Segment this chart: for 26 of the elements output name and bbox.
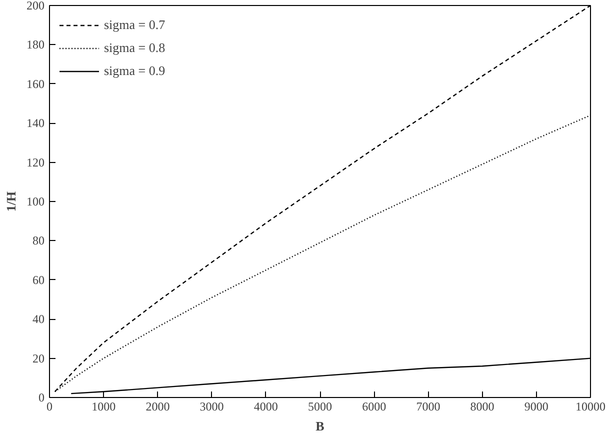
y-tick-label: 100 — [26, 194, 44, 208]
y-tick-label: 80 — [32, 234, 44, 248]
x-tick-label: 5000 — [308, 400, 332, 414]
x-axis-title: B — [316, 418, 325, 434]
y-tick-label: 200 — [26, 0, 44, 12]
y-tick-label: 20 — [32, 351, 44, 366]
x-tick-label: 9000 — [524, 400, 548, 414]
y-axis-title: 1/H — [4, 191, 18, 212]
y-tick-label: 60 — [32, 272, 44, 287]
legend-label: sigma = 0.8 — [104, 40, 166, 56]
y-tick-label: 160 — [26, 76, 44, 91]
y-tick-label: 180 — [26, 38, 44, 52]
x-tick-label: 3000 — [200, 400, 224, 414]
x-tick-label: 7000 — [416, 400, 440, 414]
y-tick-label: 120 — [26, 155, 44, 170]
x-tick-label: 4000 — [254, 400, 278, 414]
legend-label: sigma = 0.7 — [104, 17, 166, 33]
x-tick-label: 10000 — [576, 400, 606, 414]
legend-label: sigma = 0.9 — [104, 63, 166, 79]
x-tick-label: 6000 — [362, 400, 386, 414]
y-tick-label: 40 — [32, 312, 44, 326]
y-tick-label: 0 — [38, 390, 44, 404]
x-tick-label: 2000 — [146, 400, 170, 414]
x-tick-label: 1000 — [92, 400, 116, 414]
y-tick-label: 140 — [26, 116, 44, 130]
x-tick-label: 8000 — [470, 400, 494, 414]
